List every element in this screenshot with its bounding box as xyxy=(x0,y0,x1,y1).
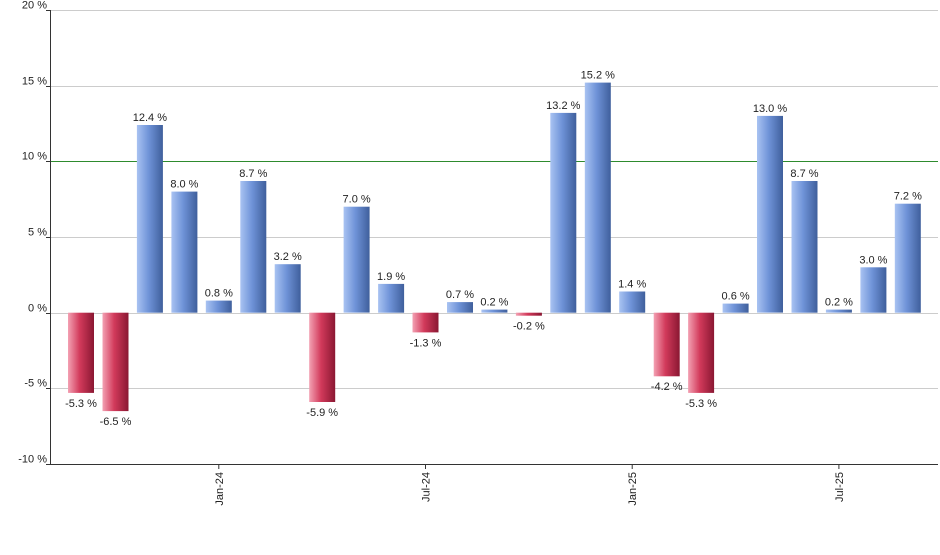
axes-group: 20 % 15 % 10 % 5 % 0 % -5 % -10 % Jan-24 Jul-24 J… xyxy=(18,0,938,506)
bar xyxy=(825,309,852,313)
data-label: 12.4 % xyxy=(133,112,167,124)
data-label: 3.0 % xyxy=(859,254,887,266)
data-label: 0.8 % xyxy=(205,288,233,300)
bar xyxy=(584,82,611,313)
data-label: 13.0 % xyxy=(753,103,787,115)
data-label: -0.2 % xyxy=(513,321,545,333)
y-tick-label: 20 % xyxy=(22,0,47,12)
y-tick-label: 5 % xyxy=(28,227,47,239)
x-tick-label: Jan-24 xyxy=(214,472,226,506)
data-label: 7.2 % xyxy=(894,191,922,203)
x-tick-label: Jul-25 xyxy=(834,472,846,502)
y-tick-label: -10 % xyxy=(18,454,47,466)
bar xyxy=(343,206,370,313)
bar xyxy=(447,302,473,313)
bar xyxy=(653,312,680,377)
x-tick-label: Jul-24 xyxy=(421,472,433,502)
bar xyxy=(412,312,439,333)
bar xyxy=(481,309,508,313)
y-tick-label: 10 % xyxy=(22,151,47,163)
bar xyxy=(274,264,301,313)
data-label: 1.9 % xyxy=(377,271,405,283)
y-tick-label: 15 % xyxy=(22,76,47,88)
data-label: -1.3 % xyxy=(410,337,442,349)
data-label: 15.2 % xyxy=(581,70,615,82)
bar xyxy=(757,115,783,313)
data-label: 8.7 % xyxy=(790,168,818,180)
data-label: 13.2 % xyxy=(546,100,580,112)
data-label: 8.0 % xyxy=(170,179,198,191)
bar xyxy=(378,283,405,313)
bar xyxy=(102,312,129,412)
bar xyxy=(309,312,336,402)
bar xyxy=(619,291,646,313)
bar xyxy=(515,312,542,316)
bar xyxy=(68,312,94,393)
data-label: -5.9 % xyxy=(306,407,338,419)
bar xyxy=(136,125,163,313)
y-tick-label: -5 % xyxy=(24,378,47,390)
data-label: -5.3 % xyxy=(685,398,717,410)
data-label: -6.5 % xyxy=(100,416,132,428)
data-label: 7.0 % xyxy=(343,194,371,206)
bar xyxy=(894,203,921,313)
bar xyxy=(688,312,715,393)
x-tick-label: Jan-25 xyxy=(627,472,639,506)
data-label: 1.4 % xyxy=(618,279,646,291)
bar xyxy=(550,112,577,313)
bar xyxy=(860,267,887,313)
data-label: 3.2 % xyxy=(274,251,302,263)
bar xyxy=(205,300,232,313)
data-label: -4.2 % xyxy=(651,381,683,393)
value-labels-group: -5.3 %-6.5 %12.4 %8.0 %0.8 %8.7 %3.2 %-5… xyxy=(65,70,922,428)
data-label: 0.7 % xyxy=(446,289,474,301)
data-label: -5.3 % xyxy=(65,398,97,410)
data-label: 0.6 % xyxy=(722,291,750,303)
data-label: 8.7 % xyxy=(239,168,267,180)
data-label: 0.2 % xyxy=(825,297,853,309)
bar xyxy=(791,181,818,313)
data-label: 0.2 % xyxy=(480,297,508,309)
bars-group xyxy=(68,82,921,412)
bar xyxy=(171,191,198,313)
y-tick-label: 0 % xyxy=(28,303,47,315)
bar xyxy=(240,181,267,313)
bar xyxy=(722,303,749,313)
